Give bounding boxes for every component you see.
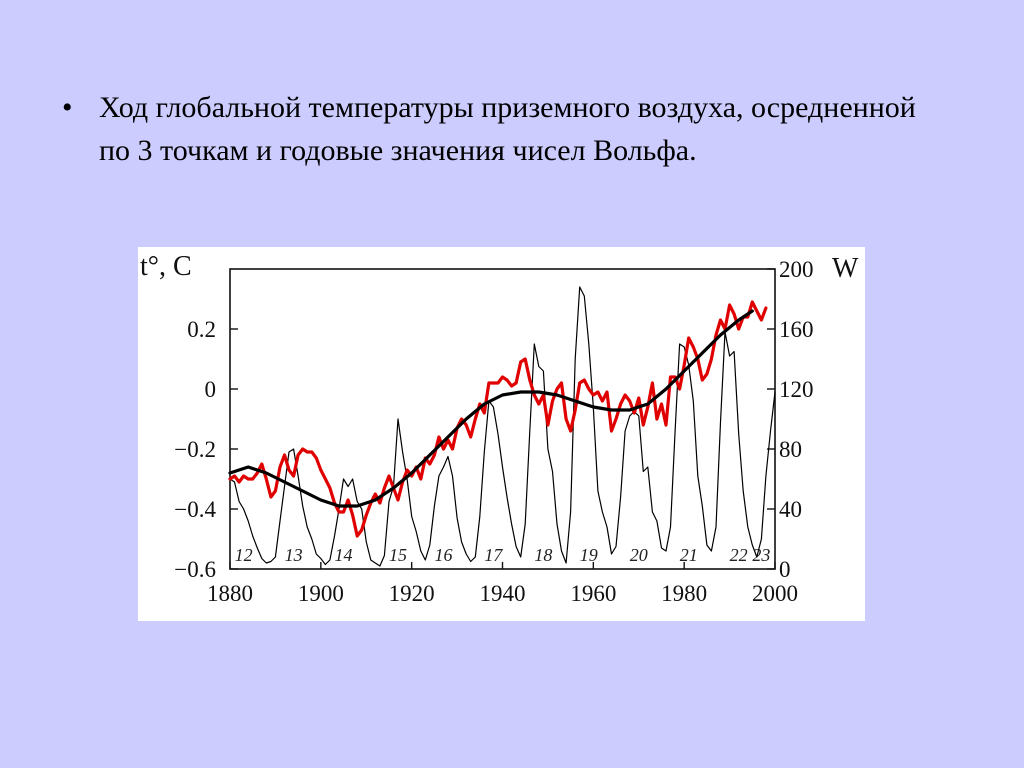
solar-cycle-label: 19 xyxy=(580,545,598,565)
bullet-text: Ход глобальной температуры приземного во… xyxy=(99,91,916,167)
y-left-tick-label: −0.2 xyxy=(174,437,216,462)
x-tick-label: 1980 xyxy=(661,581,707,606)
temperature-line xyxy=(228,300,768,538)
y-right-tick-label: 0 xyxy=(779,557,791,582)
y-right-tick-label: 160 xyxy=(779,317,814,342)
solar-cycle-label: 12 xyxy=(235,545,253,565)
y-right-tick-label: 80 xyxy=(779,437,802,462)
x-tick-label: 1900 xyxy=(298,581,344,606)
x-tick-label: 1880 xyxy=(207,581,253,606)
y-left-tick-label: −0.6 xyxy=(174,557,216,582)
solar-cycle-label: 15 xyxy=(389,545,407,565)
y-right-tick-label: 200 xyxy=(779,257,814,282)
y-right-tick-label: 40 xyxy=(779,497,802,522)
solar-cycle-label: 23 xyxy=(752,545,770,565)
y-left-tick-label: 0.2 xyxy=(187,317,216,342)
x-tick-label: 1960 xyxy=(570,581,616,606)
x-tick-label: 1920 xyxy=(389,581,435,606)
x-tick-label: 2000 xyxy=(752,581,798,606)
left-axis-title: t°, C xyxy=(140,251,192,282)
bullet-symbol: • xyxy=(62,91,73,124)
solar-cycle-label: 17 xyxy=(484,545,503,565)
smoothed-trend-line xyxy=(228,309,754,508)
y-left-tick-label: 0 xyxy=(205,377,217,402)
solar-cycle-label: 20 xyxy=(630,545,648,565)
wolf-number-line xyxy=(229,286,776,567)
solar-cycle-label: 22 xyxy=(730,545,748,565)
temperature-wolf-chart: 1880 1900 1920 1940 1960 1980 2000−0.6−0.4−0.2… xyxy=(140,251,859,606)
solar-cycle-label: 18 xyxy=(534,545,552,565)
solar-cycle-label: 13 xyxy=(285,545,303,565)
y-left-tick-label: −0.4 xyxy=(174,497,216,522)
bullet-block: • Ход глобальной температуры приземного … xyxy=(62,86,922,172)
plot-frame xyxy=(229,268,776,570)
solar-cycle-label: 21 xyxy=(680,545,698,565)
right-axis-title: W xyxy=(832,253,859,284)
solar-cycle-label: 16 xyxy=(434,545,452,565)
x-tick-label: 1940 xyxy=(480,581,526,606)
y-right-tick-label: 120 xyxy=(779,377,814,402)
chart-panel: 1880 1900 1920 1940 1960 1980 2000 −0.6 −0.4 −0.2… xyxy=(138,247,865,621)
solar-cycle-label: 14 xyxy=(335,545,353,565)
